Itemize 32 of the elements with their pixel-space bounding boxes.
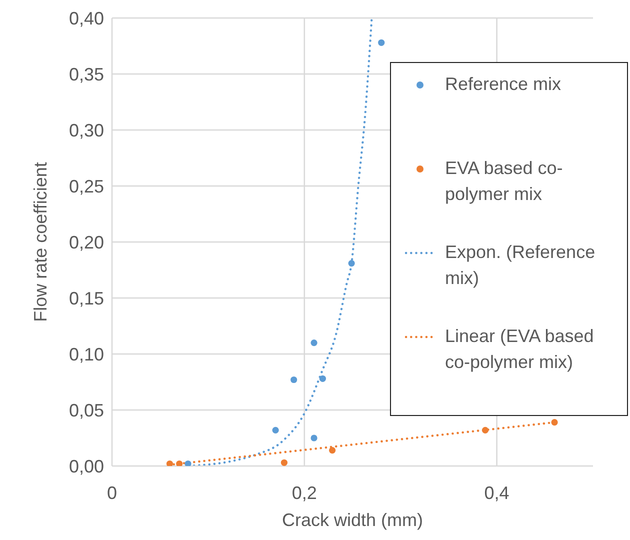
point [166,460,174,466]
point [310,340,318,346]
y-tick-label: 0,25 [68,176,104,196]
y-tick-label: 0,15 [68,288,104,308]
y-tick-label: 0,40 [68,8,104,28]
x-tick-label: 0,2 [292,482,317,503]
x-tick-label: 0 [106,482,118,503]
x-axis-title: Crack width (mm) [282,510,424,530]
legend-label: Expon. (Reference mix) [445,241,596,290]
y-axis-title: Flow rate coefficient [30,162,50,322]
point [329,447,336,454]
point [280,459,288,466]
point [184,460,192,466]
point [348,260,355,267]
y-tick-label: 0,30 [68,120,104,140]
y-tick-label: 0,20 [68,232,104,252]
x-tick-label: 0,4 [484,482,510,503]
point [272,426,279,434]
legend-label: Reference mix [445,73,562,96]
legend-label: Linear (EVA based co-polymer mix) [445,325,595,374]
point [176,460,183,466]
y-tick-label: 0,35 [68,64,104,84]
point [551,419,558,426]
point [378,39,385,46]
legend-label: EVA based co-polymer mix [445,157,564,206]
y-tick-label: 0,00 [68,456,104,476]
point [482,426,489,434]
y-tick-label: 0,10 [68,344,104,364]
point [310,434,318,442]
point [290,376,298,384]
y-tick-label: 0,05 [68,400,104,420]
point [319,375,326,382]
